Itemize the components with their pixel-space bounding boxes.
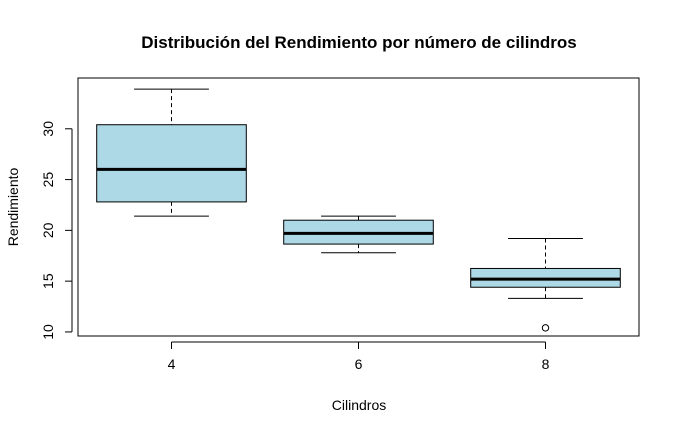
y-tick-label: 30: [40, 121, 56, 137]
y-axis-label: Rendimiento: [5, 167, 21, 246]
box-4: [96, 88, 247, 217]
chart-title: Distribución del Rendimiento por número …: [141, 33, 576, 52]
box-8: [470, 237, 621, 332]
x-tick-label: 8: [542, 356, 550, 372]
y-tick-label: 15: [40, 273, 56, 289]
y-tick-label: 25: [40, 172, 56, 188]
x-axis: 4 6 8: [168, 341, 550, 372]
iqr-box: [96, 124, 247, 203]
x-axis-label: Cilindros: [332, 397, 386, 413]
x-tick-label: 4: [168, 356, 176, 372]
y-tick-label: 10: [40, 324, 56, 340]
plot-area-border: [77, 77, 640, 337]
y-tick-label: 20: [40, 222, 56, 238]
y-axis: 10 15 20 25 30: [40, 121, 73, 340]
boxes-group: [96, 88, 621, 332]
x-tick-label: 6: [355, 356, 363, 372]
outlier-point: [541, 324, 550, 332]
box-6: [283, 215, 434, 254]
